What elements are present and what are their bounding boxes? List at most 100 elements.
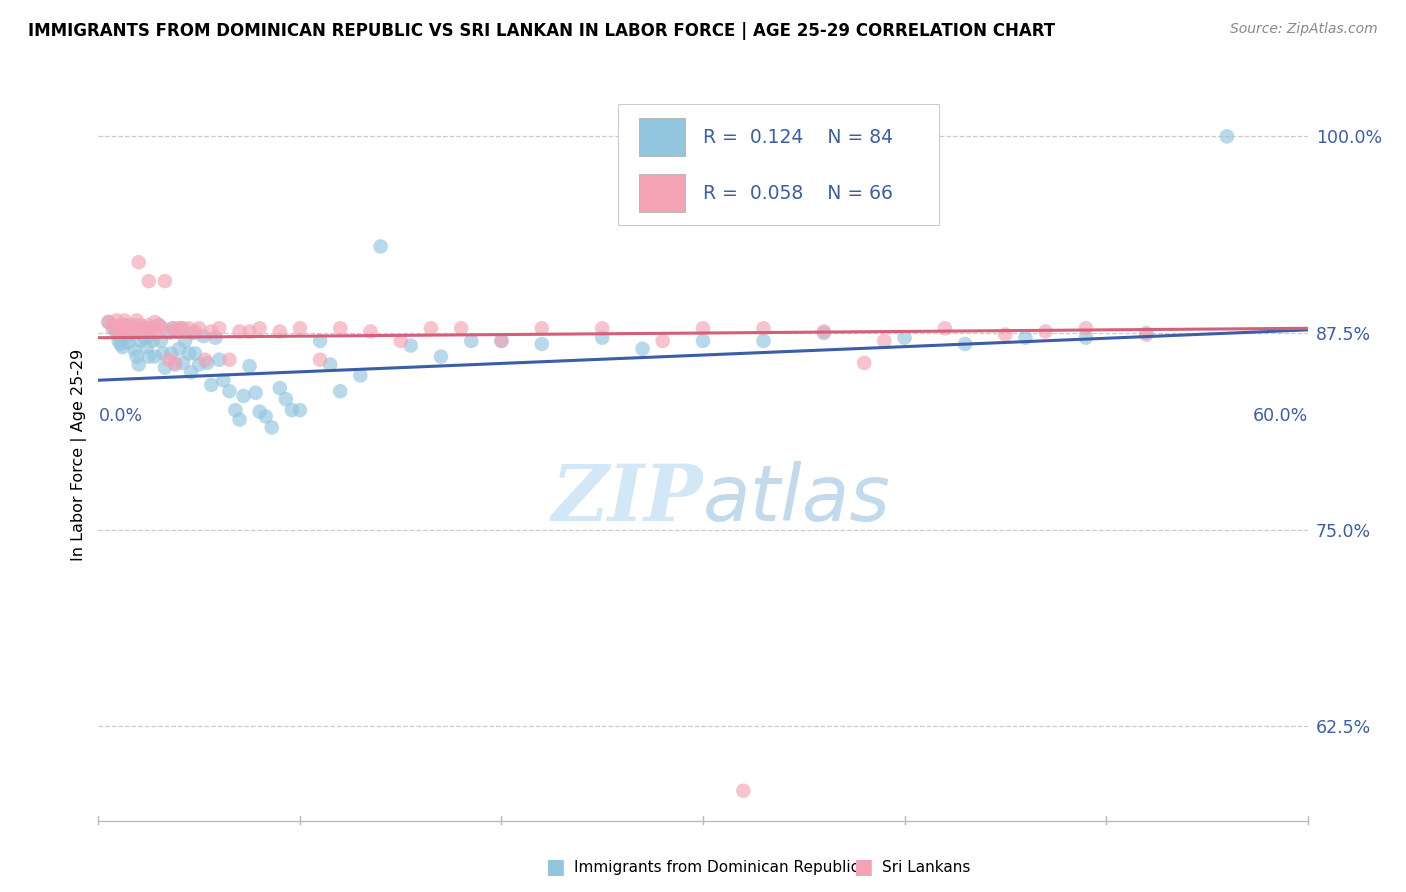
Point — [179, 346, 201, 360]
Point — [1035, 325, 1057, 339]
Point — [142, 334, 165, 348]
Point — [194, 352, 217, 367]
Point — [129, 318, 152, 333]
Point — [174, 334, 197, 348]
Point — [692, 334, 714, 348]
Point — [591, 321, 613, 335]
Point — [752, 334, 775, 348]
Point — [319, 358, 342, 372]
Point — [752, 321, 775, 335]
Point — [249, 405, 271, 419]
Point — [128, 325, 150, 339]
Point — [138, 318, 160, 333]
Point — [132, 325, 155, 339]
Point — [1135, 326, 1157, 340]
Point — [114, 318, 136, 333]
Point — [118, 335, 141, 350]
Point — [143, 350, 166, 364]
Bar — [638, 119, 685, 156]
Point — [389, 334, 412, 348]
Text: R =  0.058    N = 66: R = 0.058 N = 66 — [703, 184, 893, 202]
Point — [360, 325, 382, 339]
Point — [107, 325, 129, 339]
Point — [893, 331, 915, 345]
Point — [994, 327, 1017, 342]
Point — [260, 420, 283, 434]
Point — [148, 318, 170, 333]
Point — [420, 321, 443, 335]
Point — [153, 360, 176, 375]
Point — [152, 321, 174, 335]
Point — [288, 403, 311, 417]
Point — [170, 321, 193, 335]
Text: Immigrants from Dominican Republic: Immigrants from Dominican Republic — [574, 860, 859, 874]
Point — [309, 352, 332, 367]
Point — [149, 334, 172, 348]
Point — [692, 321, 714, 335]
Point — [157, 326, 180, 340]
Point — [118, 318, 141, 333]
Point — [430, 350, 453, 364]
Point — [399, 338, 422, 352]
Text: 60.0%: 60.0% — [1253, 408, 1308, 425]
Point — [491, 334, 513, 348]
Point — [181, 326, 204, 340]
Point — [288, 321, 311, 335]
Point — [167, 321, 190, 335]
Point — [281, 403, 304, 417]
Point — [124, 343, 146, 358]
Point — [115, 325, 138, 339]
Point — [97, 315, 120, 329]
Point — [184, 325, 207, 339]
Point — [212, 373, 235, 387]
Point — [103, 321, 125, 335]
FancyBboxPatch shape — [619, 103, 939, 225]
Point — [110, 318, 132, 333]
Point — [121, 323, 143, 337]
Point — [105, 326, 128, 340]
Point — [245, 385, 267, 400]
Point — [491, 334, 513, 348]
Point — [125, 350, 148, 364]
Point — [172, 321, 194, 335]
Point — [148, 318, 170, 333]
Point — [163, 358, 186, 372]
Point — [184, 346, 207, 360]
Point — [631, 342, 654, 356]
Point — [274, 392, 297, 406]
Point — [172, 356, 194, 370]
Point — [188, 358, 211, 372]
Point — [329, 384, 352, 399]
Text: ■: ■ — [853, 857, 873, 877]
Point — [224, 403, 246, 417]
Point — [160, 346, 183, 360]
Point — [101, 318, 124, 333]
Point — [110, 337, 132, 351]
Point — [460, 334, 482, 348]
Point — [120, 325, 142, 339]
Point — [188, 321, 211, 335]
Text: atlas: atlas — [703, 461, 891, 537]
Point — [142, 321, 165, 335]
Point — [853, 356, 876, 370]
Point — [167, 342, 190, 356]
Point — [934, 321, 956, 335]
Point — [329, 321, 352, 335]
Point — [163, 356, 186, 370]
Text: Source: ZipAtlas.com: Source: ZipAtlas.com — [1230, 22, 1378, 37]
Point — [166, 325, 188, 339]
Point — [152, 346, 174, 360]
Bar — [638, 174, 685, 212]
Point — [309, 334, 332, 348]
Point — [107, 334, 129, 348]
Point — [370, 239, 392, 253]
Text: IMMIGRANTS FROM DOMINICAN REPUBLIC VS SRI LANKAN IN LABOR FORCE | AGE 25-29 CORR: IMMIGRANTS FROM DOMINICAN REPUBLIC VS SR… — [28, 22, 1056, 40]
Point — [208, 321, 231, 335]
Point — [157, 352, 180, 367]
Point — [143, 325, 166, 339]
Point — [107, 321, 129, 335]
Point — [228, 325, 250, 339]
Point — [1074, 321, 1097, 335]
Point — [111, 340, 134, 354]
Point — [135, 340, 157, 354]
